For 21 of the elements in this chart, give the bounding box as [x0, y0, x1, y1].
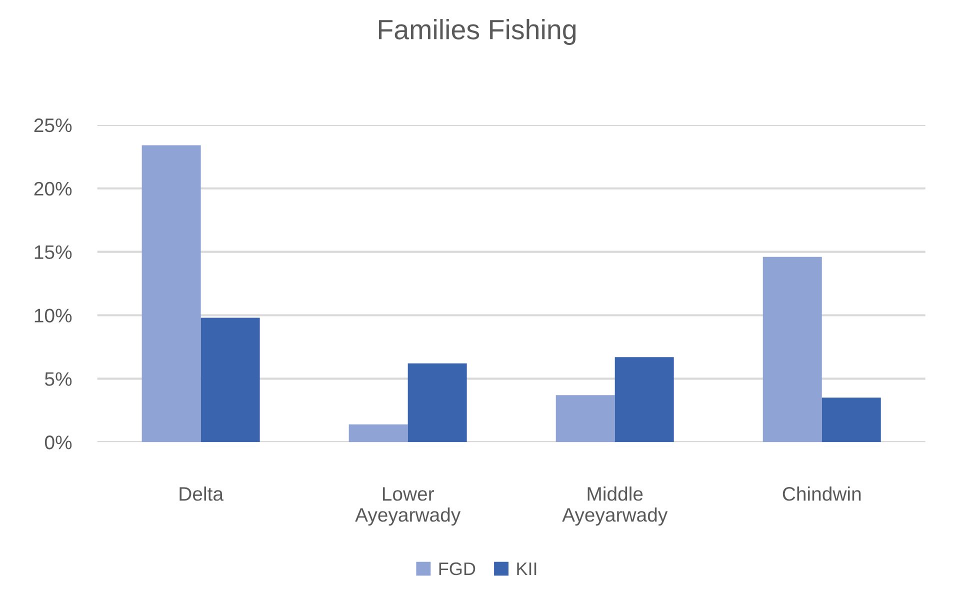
- y-tick-label: 20%: [34, 182, 72, 196]
- x-tick-label: Lower Ayeyarwady: [355, 487, 461, 526]
- y-tick-label: 15%: [34, 245, 72, 260]
- bar: [614, 357, 674, 442]
- bar: [556, 395, 615, 442]
- y-tick-label: 10%: [34, 308, 72, 322]
- legend-label: FGD: [439, 562, 476, 576]
- y-tick-label: 5%: [44, 372, 72, 386]
- bar: [348, 424, 408, 442]
- chart-title: Families Fishing: [378, 19, 576, 45]
- y-tick-label: 0%: [44, 436, 72, 450]
- bar: [822, 398, 881, 442]
- bar: [142, 145, 201, 442]
- bar: [200, 318, 260, 442]
- bar: [408, 363, 467, 442]
- x-tick-label: Middle Ayeyarwady: [562, 486, 668, 526]
- x-tick-label: Delta: [180, 486, 224, 501]
- y-tick-label: 25%: [34, 118, 72, 132]
- bar: [762, 256, 822, 442]
- x-tick-label: Chindwin: [782, 486, 861, 501]
- legend-label: KII: [517, 562, 536, 576]
